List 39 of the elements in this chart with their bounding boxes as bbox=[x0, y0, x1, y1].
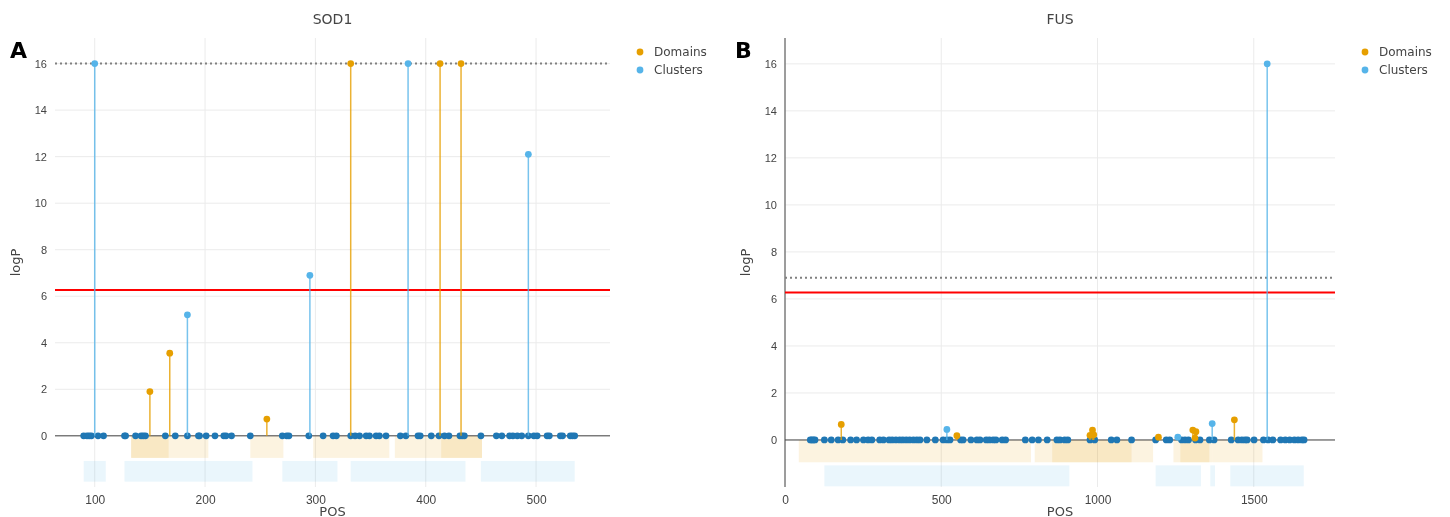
legend-label: Clusters bbox=[1379, 63, 1428, 77]
x-tick-label: 500 bbox=[931, 492, 953, 507]
x-tick-label: 500 bbox=[526, 492, 547, 507]
y-tick-label: 2 bbox=[40, 383, 47, 396]
y-tick-label: 2 bbox=[770, 386, 777, 399]
x-tick-label: 300 bbox=[305, 492, 327, 507]
y-tick-label: 12 bbox=[764, 151, 777, 164]
x-tick-label: 0 bbox=[782, 492, 790, 507]
y-tick-label: 6 bbox=[770, 292, 777, 305]
x-tick-label: 1000 bbox=[1084, 492, 1112, 507]
x-axis-title: POS bbox=[1046, 504, 1074, 517]
legend-label: Domains bbox=[1379, 45, 1432, 59]
text: B bbox=[735, 38, 752, 63]
y-tick-label: 0 bbox=[770, 434, 777, 446]
y-tick-label: 4 bbox=[770, 339, 777, 352]
legend-label: Clusters bbox=[654, 63, 703, 77]
x-tick-label: 100 bbox=[85, 492, 106, 507]
x-tick-label: 200 bbox=[195, 492, 216, 507]
x-axis-title: POS bbox=[319, 504, 346, 517]
chart-title: SOD1 bbox=[312, 11, 353, 27]
y-tick-label: 14 bbox=[764, 104, 777, 117]
x-tick-label: 400 bbox=[416, 492, 437, 507]
y-tick-label: 8 bbox=[770, 245, 777, 258]
y-tick-label: 6 bbox=[40, 290, 47, 303]
y-tick-label: 4 bbox=[40, 336, 47, 349]
y-axis-title: logP bbox=[8, 248, 23, 277]
y-tick-label: 16 bbox=[34, 57, 47, 70]
y-tick-label: 12 bbox=[34, 150, 47, 163]
y-tick-label: 10 bbox=[34, 197, 47, 210]
text: A bbox=[10, 38, 28, 63]
x-tick-label: 1500 bbox=[1240, 492, 1268, 507]
y-tick-label: 16 bbox=[764, 57, 777, 70]
chart-title: FUS bbox=[1046, 11, 1074, 27]
y-axis-title: logP bbox=[738, 248, 753, 277]
y-tick-label: 10 bbox=[764, 198, 777, 211]
y-tick-label: 14 bbox=[34, 104, 47, 117]
y-tick-label: 0 bbox=[40, 429, 47, 442]
legend-label: Domains bbox=[654, 45, 707, 59]
y-tick-label: 8 bbox=[40, 243, 47, 256]
